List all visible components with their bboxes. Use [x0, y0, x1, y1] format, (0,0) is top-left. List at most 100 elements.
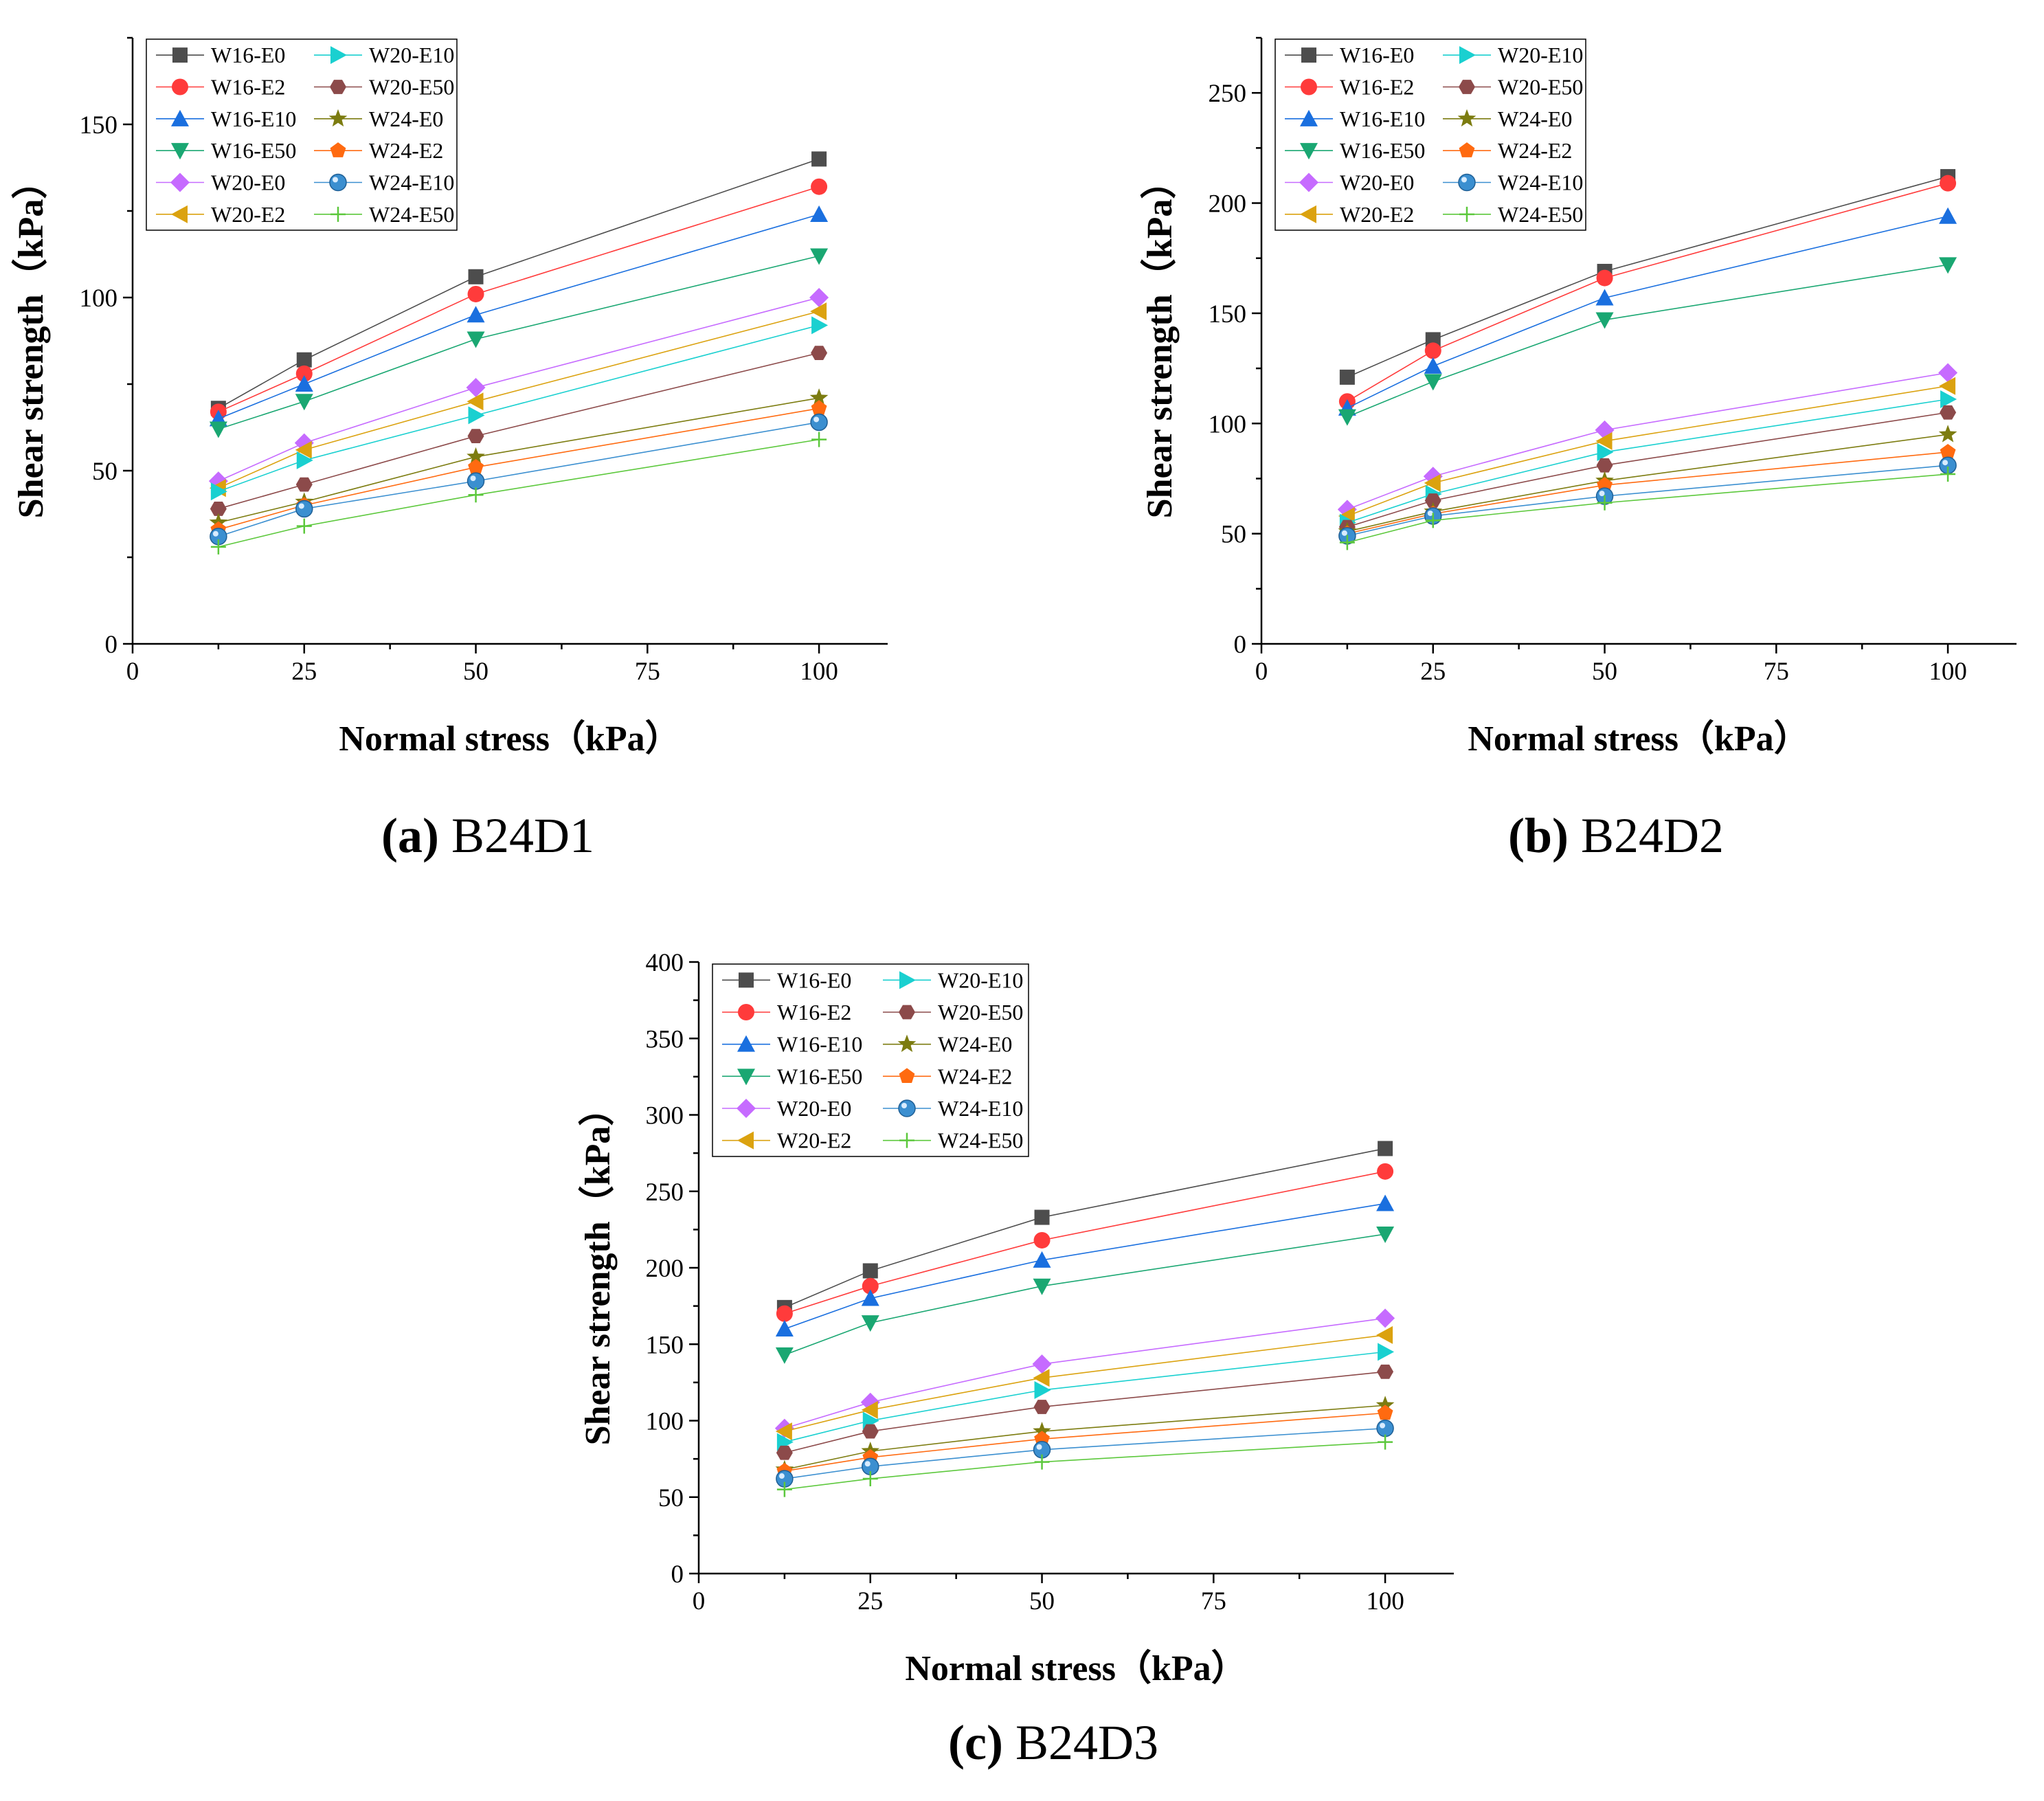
- chart-c-line-W20-E0: [784, 1317, 1386, 1429]
- chart-b-legend-marker-W24-E0: [1457, 109, 1476, 127]
- chart-b-point-W24-E10-highlight: [1599, 491, 1605, 497]
- chart-a-point-W24-E10-highlight: [470, 476, 476, 482]
- chart-b-legend-label: W24-E10: [1498, 170, 1583, 195]
- chart-b-series-W16-E2: [1338, 175, 1957, 410]
- chart-c-point-W20-E50: [776, 1445, 793, 1460]
- chart-b-line-W20-E2: [1347, 385, 1948, 517]
- chart-a-line-W24-E50: [218, 438, 820, 548]
- chart-b-point-W24-E10-highlight: [1942, 460, 1948, 466]
- chart-c-legend-marker-W24-E50: [899, 1132, 914, 1148]
- chart-c-point-W16-E10: [1376, 1194, 1395, 1211]
- chart-a-series-W20-E50: [210, 346, 828, 516]
- chart-c-point-W16-E50: [1033, 1278, 1051, 1295]
- chart-c-point-W20-E50: [862, 1424, 879, 1439]
- chart-c-point-W16-E10: [861, 1289, 879, 1306]
- chart-c-caption: (c) B24D3: [948, 1715, 1158, 1770]
- chart-a-x-tick-label: 100: [800, 658, 838, 686]
- chart-a-point-W20-E10: [210, 482, 227, 501]
- chart-c-x-tick-label: 100: [1366, 1587, 1404, 1615]
- chart-b-line-W20-E0: [1347, 372, 1948, 511]
- chart-c-line-W20-E2: [784, 1334, 1386, 1432]
- chart-c-point-W24-E10-highlight: [1036, 1444, 1042, 1450]
- chart-b-legend-marker-W20-E10: [1459, 46, 1476, 65]
- chart-c-point-W20-E2: [775, 1422, 792, 1441]
- chart-c-y-axis-title: Shear strength（kPa）: [578, 1090, 618, 1446]
- chart-a-legend-marker-W24-E10-highlight: [333, 177, 338, 183]
- chart-b-point-W24-E50: [1597, 495, 1613, 511]
- chart-a-point-W24-E50: [210, 539, 226, 555]
- chart-b-legend-marker-W20-E0: [1299, 172, 1318, 192]
- chart-b-legend-marker-W24-E2: [1459, 142, 1475, 157]
- chart-c-point-W20-E2: [861, 1400, 878, 1419]
- chart-c-line-W16-E0: [784, 1148, 1386, 1308]
- chart-b-legend-label: W20-E0: [1340, 170, 1414, 195]
- chart-b-x-tick-label: 75: [1764, 658, 1789, 686]
- chart-b-legend-marker-W16-E10: [1300, 109, 1318, 126]
- chart-a-point-W24-E10-highlight: [298, 503, 304, 509]
- chart-a-legend-marker-W24-E50: [330, 206, 346, 222]
- chart-b-x-tick-label: 50: [1592, 658, 1617, 686]
- chart-b-caption-text: B24D2: [1569, 808, 1724, 863]
- chart-a-y-tick-label: 50: [92, 458, 117, 486]
- chart-c-x-axis-title: Normal stress（kPa）: [905, 1648, 1246, 1688]
- chart-a-legend-box: [146, 38, 458, 231]
- chart-c-point-W16-E2: [1033, 1231, 1051, 1249]
- chart-b-point-W20-E10: [1597, 443, 1614, 461]
- chart-a-legend-marker-W20-E2: [171, 205, 188, 223]
- chart-c-x-tick-label: 75: [1201, 1587, 1226, 1615]
- chart-a-point-W20-E10: [468, 406, 485, 425]
- chart-b-point-W24-E50: [1339, 535, 1355, 550]
- chart-a-caption-letter: (a): [381, 808, 439, 863]
- chart-c-point-W20-E2: [1033, 1369, 1050, 1387]
- chart-a-point-W16-E10: [295, 375, 313, 392]
- chart-c-point-W24-E0: [1033, 1422, 1051, 1440]
- chart-c-legend-label: W24-E2: [938, 1064, 1012, 1088]
- chart-b-x-tick-label: 25: [1420, 658, 1446, 686]
- chart-a-line-W16-E2: [218, 186, 820, 413]
- chart-a-legend-label: W20-E2: [211, 202, 285, 227]
- chart-a-point-W24-E0: [809, 388, 829, 406]
- chart-c-point-W16-E10: [1033, 1251, 1051, 1268]
- chart-c-legend-label: W16-E0: [777, 967, 851, 992]
- chart-b-legend-label: W24-E0: [1498, 107, 1572, 131]
- chart-c-y-tick-label: 0: [671, 1561, 684, 1589]
- chart-c-point-W16-E10: [775, 1320, 794, 1336]
- chart-a-point-W16-E50: [810, 248, 829, 265]
- chart-b-y-tick-label: 200: [1209, 190, 1247, 219]
- chart-c-series-W20-E2: [775, 1325, 1393, 1441]
- chart-c-point-W24-E10-highlight: [864, 1461, 871, 1467]
- chart-b-line-W24-E10: [1347, 465, 1948, 537]
- chart-a-x-tick-label: 50: [463, 658, 488, 686]
- chart-b-caption: (b) B24D2: [1508, 808, 1724, 863]
- chart-c-point-W16-E0: [1378, 1141, 1393, 1156]
- chart-c-legend-label: W16-E50: [777, 1064, 862, 1088]
- chart-c-legend-marker-W24-E2: [899, 1068, 915, 1084]
- chart-c-series-W24-E10: [776, 1419, 1394, 1488]
- chart-c-series-W20-E10: [776, 1343, 1395, 1451]
- chart-a-legend-marker-W16-E50: [171, 143, 189, 160]
- chart-b-point-W24-E2: [1597, 477, 1613, 492]
- chart-c-point-W16-E50: [861, 1315, 879, 1332]
- chart-a-point-W24-E2: [468, 458, 484, 474]
- chart-b-point-W16-E10: [1939, 207, 1957, 224]
- chart-c-legend-marker-W20-E50: [899, 1005, 915, 1020]
- chart-a-point-W20-E10: [296, 451, 313, 469]
- chart-b-line-W20-E10: [1347, 399, 1948, 524]
- chart-b-y-tick-label: 50: [1221, 521, 1246, 549]
- chart-b-series-W20-E2: [1338, 377, 1956, 525]
- chart-b-point-W20-E2: [1939, 377, 1956, 395]
- chart-b-point-W16-E10: [1424, 357, 1442, 374]
- chart-c-legend-label: W24-E0: [938, 1032, 1012, 1057]
- chart-b-series-W24-E50: [1339, 467, 1956, 550]
- chart-c-line-W24-E0: [784, 1405, 1386, 1470]
- chart-c-legend-marker-W16-E2: [738, 1004, 754, 1020]
- chart-c-legend-label: W20-E10: [938, 967, 1023, 992]
- chart-c-legend-marker-W16-E10: [737, 1035, 755, 1052]
- chart-b-legend-label: W16-E10: [1340, 107, 1425, 131]
- chart-a-line-W24-E10: [218, 421, 820, 537]
- chart-b-y-tick-label: 150: [1209, 300, 1247, 328]
- chart-c-legend-marker-W20-E10: [899, 971, 916, 989]
- chart-b-series-W24-E10: [1338, 456, 1957, 545]
- chart-c-point-W20-E50: [1033, 1400, 1051, 1414]
